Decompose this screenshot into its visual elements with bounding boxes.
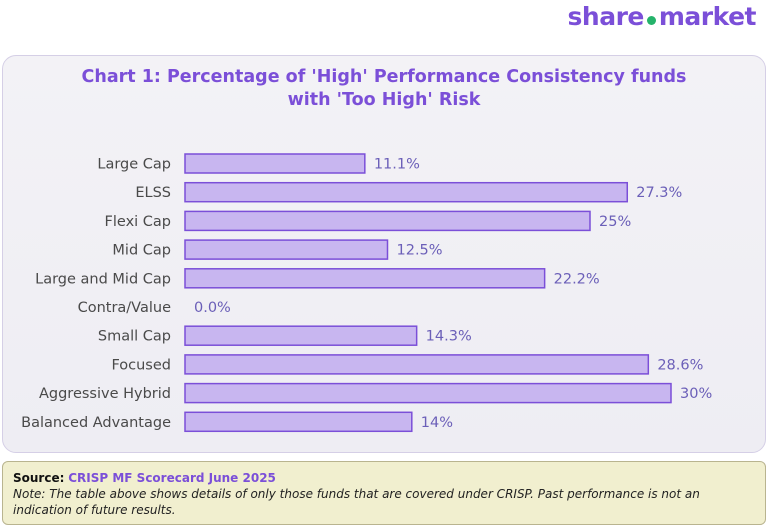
bar bbox=[184, 382, 672, 404]
bar bbox=[184, 325, 418, 346]
value-label: 25% bbox=[599, 214, 631, 230]
value-label: 14% bbox=[421, 415, 453, 431]
bar bbox=[184, 411, 413, 433]
category-label: Aggressive Hybrid bbox=[39, 386, 171, 402]
value-label: 22.2% bbox=[554, 271, 600, 287]
chart-title: Chart 1: Percentage of 'High' Performanc… bbox=[3, 66, 765, 112]
category-label: Large Cap bbox=[97, 157, 171, 173]
chart-card: Chart 1: Percentage of 'High' Performanc… bbox=[2, 55, 766, 453]
category-label: Small Cap bbox=[98, 329, 171, 345]
category-label: Mid Cap bbox=[112, 243, 171, 259]
value-label: 0.0% bbox=[194, 300, 231, 316]
value-label: 28.6% bbox=[657, 357, 703, 373]
bar bbox=[184, 210, 591, 232]
category-label: Large and Mid Cap bbox=[35, 271, 171, 287]
source-note: Note: The table above shows details of o… bbox=[13, 487, 700, 517]
bar bbox=[184, 153, 366, 174]
chart-title-line2: with 'Too High' Risk bbox=[287, 90, 481, 110]
bar bbox=[184, 181, 629, 203]
category-label: Focused bbox=[111, 357, 171, 373]
category-label: Contra/Value bbox=[78, 300, 172, 316]
chart-title-line1: Chart 1: Percentage of 'High' Performanc… bbox=[81, 67, 687, 87]
bar bbox=[184, 354, 650, 375]
bar-chart: Large Cap 11.1% ELSS 27.3% Flexi Cap 25% Mid C… bbox=[21, 153, 712, 433]
brand-logo: share market bbox=[567, 2, 757, 31]
source-value: CRISP MF Scorecard June 2025 bbox=[68, 471, 276, 485]
brand-dot bbox=[646, 16, 656, 25]
bar bbox=[184, 239, 389, 260]
source-box: Source: CRISP MF Scorecard June 2025 Not… bbox=[2, 461, 766, 525]
value-label: 12.5% bbox=[397, 243, 443, 259]
source-line: Source: CRISP MF Scorecard June 2025 bbox=[13, 470, 755, 486]
bar bbox=[184, 268, 546, 289]
category-label: Flexi Cap bbox=[105, 214, 171, 230]
value-label: 14.3% bbox=[426, 329, 472, 345]
brand-right: market bbox=[658, 2, 757, 31]
category-label: ELSS bbox=[135, 185, 171, 201]
value-label: 11.1% bbox=[374, 157, 420, 173]
source-label: Source: bbox=[13, 471, 65, 485]
value-label: 27.3% bbox=[636, 185, 682, 201]
brand-left: share bbox=[567, 2, 645, 31]
value-label: 30% bbox=[680, 386, 712, 402]
category-label: Balanced Advantage bbox=[21, 415, 171, 431]
